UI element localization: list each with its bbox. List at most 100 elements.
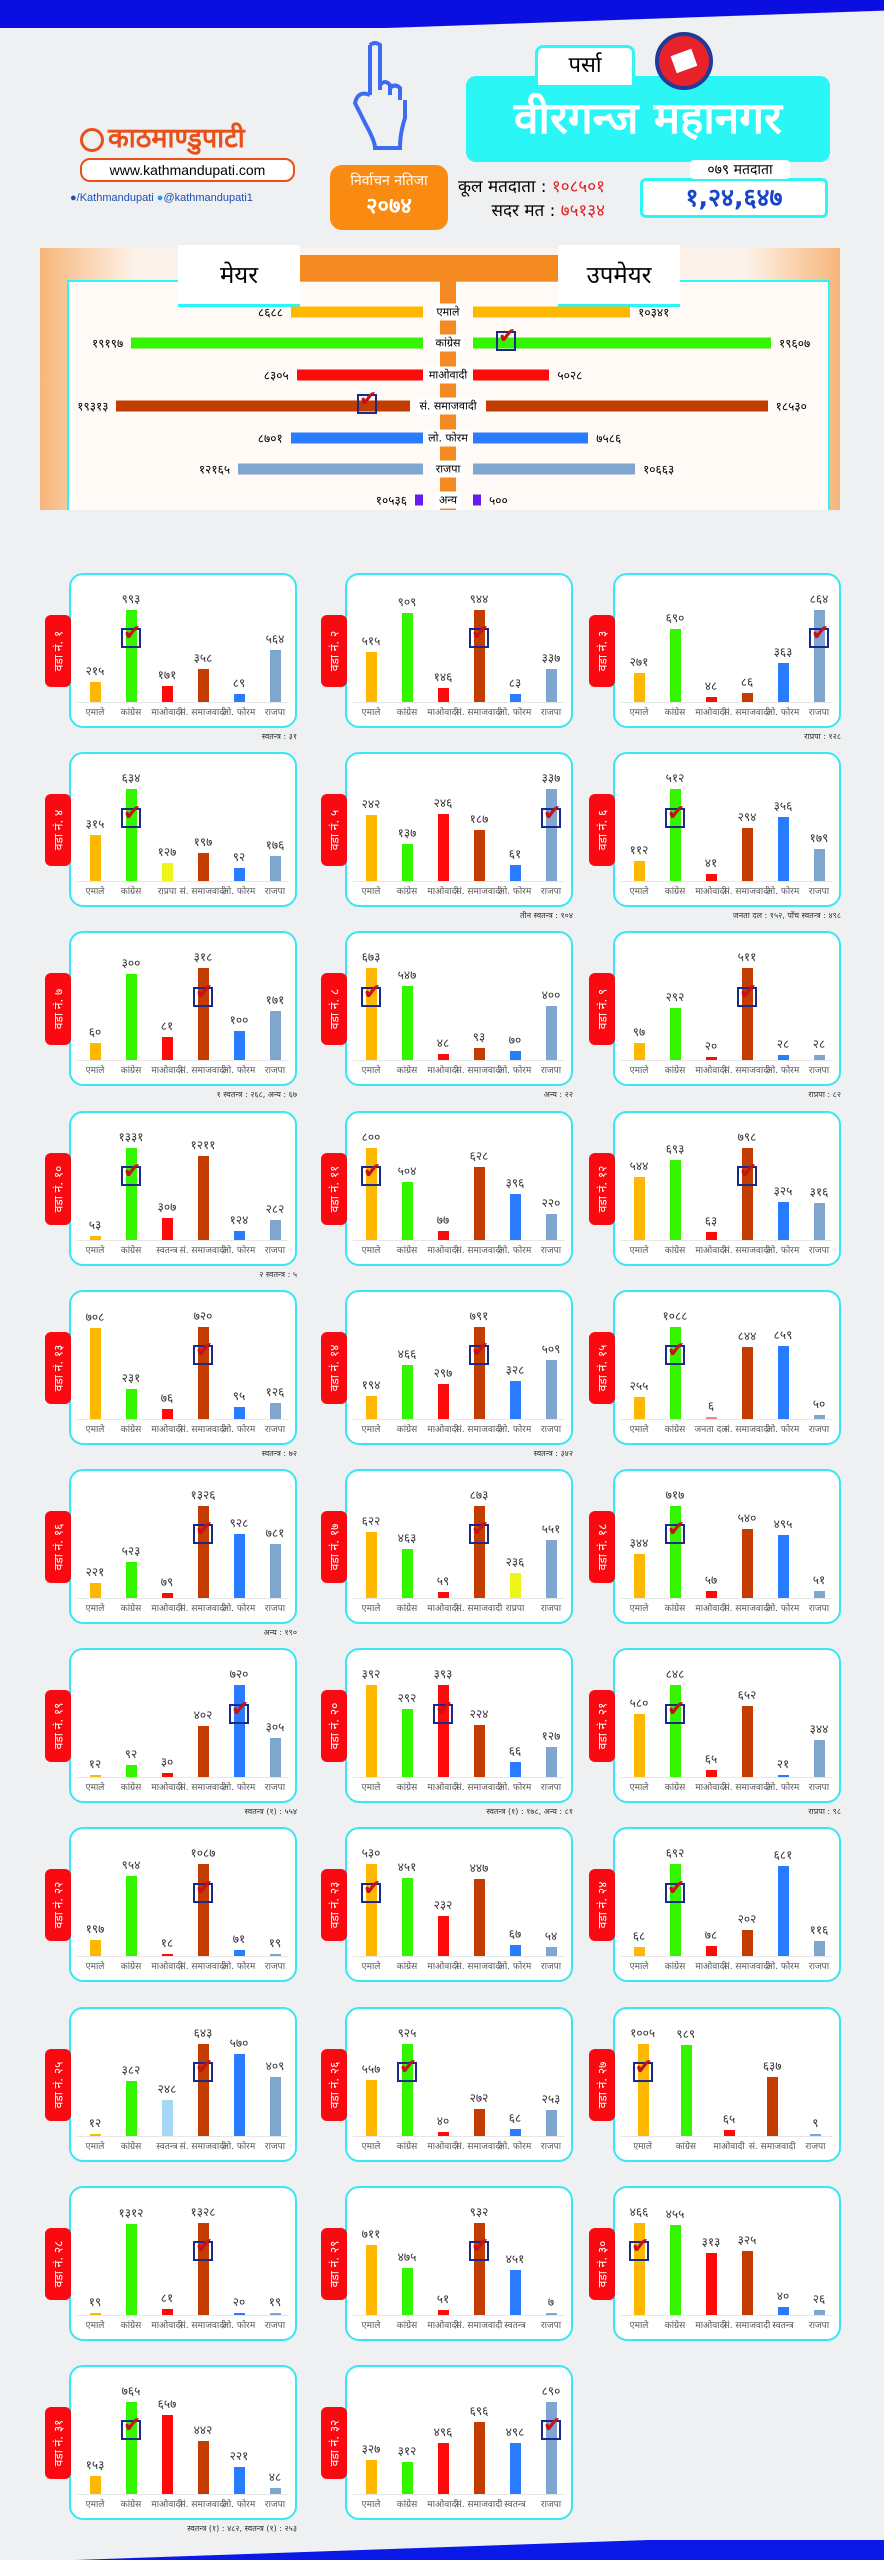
vote-bar[interactable] — [510, 864, 521, 882]
vote-bar[interactable] — [510, 1194, 521, 1240]
vote-bar[interactable] — [366, 1532, 377, 1598]
vote-bar[interactable] — [742, 1929, 753, 1957]
vote-bar[interactable] — [510, 2442, 521, 2494]
vote-bar[interactable] — [270, 1220, 281, 1240]
vote-bar[interactable] — [814, 1414, 825, 1419]
vote-bar[interactable] — [234, 693, 245, 702]
vote-bar[interactable] — [814, 1055, 825, 1061]
vote-bar[interactable] — [198, 1864, 209, 1957]
vote-bar[interactable] — [510, 2270, 521, 2315]
vote-bar[interactable] — [814, 1940, 825, 1957]
vote-bar[interactable] — [546, 2110, 557, 2136]
vote-bar[interactable] — [742, 2250, 753, 2315]
vote-bar[interactable] — [366, 1864, 377, 1957]
vote-bar[interactable] — [198, 968, 209, 1061]
vote-bar[interactable] — [670, 1864, 681, 1957]
vote-bar[interactable] — [438, 2442, 449, 2494]
vote-bar[interactable] — [90, 2312, 101, 2315]
vote-bar[interactable] — [162, 1773, 173, 1778]
brand-logo[interactable]: काठमाण्डुपाटी — [80, 118, 245, 155]
vote-bar[interactable] — [402, 2461, 413, 2494]
vote-bar[interactable] — [270, 1402, 281, 1419]
vote-bar[interactable] — [162, 686, 173, 702]
vote-bar[interactable] — [814, 1739, 825, 1778]
vote-bar[interactable] — [234, 867, 245, 882]
vote-bar[interactable] — [742, 828, 753, 882]
vote-bar[interactable] — [510, 693, 521, 702]
vote-bar[interactable] — [474, 1878, 485, 1957]
vote-bar[interactable] — [778, 817, 789, 882]
vote-bar[interactable] — [162, 862, 173, 882]
vote-bar[interactable] — [474, 830, 485, 882]
vote-bar[interactable] — [546, 2402, 557, 2494]
vote-bar[interactable] — [162, 1954, 173, 1957]
vote-bar[interactable] — [366, 1396, 377, 1419]
vote-bar[interactable] — [90, 1582, 101, 1598]
twitter-link[interactable]: @kathmandupati1 — [163, 192, 253, 204]
vote-bar[interactable] — [366, 1147, 377, 1240]
vote-bar[interactable] — [438, 1053, 449, 1061]
vote-bar[interactable] — [474, 610, 485, 702]
vote-bar[interactable] — [126, 610, 137, 702]
facebook-link[interactable]: /Kathmandupati — [76, 192, 154, 204]
vote-bar[interactable] — [234, 1231, 245, 1240]
vote-bar[interactable] — [126, 1765, 137, 1778]
vote-bar[interactable] — [162, 2309, 173, 2315]
vote-bar[interactable] — [670, 789, 681, 882]
vote-bar[interactable] — [234, 1950, 245, 1957]
vote-bar[interactable] — [198, 2043, 209, 2136]
vote-bar[interactable] — [634, 1553, 645, 1598]
vote-bar[interactable] — [126, 2223, 137, 2315]
vote-bar[interactable] — [438, 1685, 449, 1778]
vote-bar[interactable] — [366, 2244, 377, 2315]
vote-bar[interactable] — [634, 1714, 645, 1778]
vote-bar[interactable] — [198, 668, 209, 702]
vote-bar[interactable] — [778, 1346, 789, 1419]
vote-bar[interactable] — [634, 861, 645, 882]
vote-bar[interactable] — [474, 2422, 485, 2494]
vote-bar[interactable] — [402, 2267, 413, 2315]
vote-bar[interactable] — [198, 852, 209, 882]
vote-bar[interactable] — [366, 968, 377, 1061]
vote-bar[interactable] — [814, 849, 825, 882]
vote-bar[interactable] — [778, 2306, 789, 2315]
vote-bar[interactable] — [510, 2128, 521, 2136]
vote-bar[interactable] — [162, 1036, 173, 1061]
vote-bar[interactable] — [546, 1359, 557, 1419]
vote-bar[interactable] — [126, 1147, 137, 1240]
vote-bar[interactable] — [742, 1528, 753, 1598]
vote-bar[interactable] — [814, 1203, 825, 1240]
vote-bar[interactable] — [90, 1043, 101, 1061]
vote-bar[interactable] — [670, 1506, 681, 1598]
vote-bar[interactable] — [474, 1167, 485, 1240]
vote-bar[interactable] — [670, 1326, 681, 1419]
vote-bar[interactable] — [234, 2467, 245, 2494]
vote-bar[interactable] — [670, 1159, 681, 1240]
vote-bar[interactable] — [162, 1592, 173, 1598]
vote-bar[interactable] — [742, 692, 753, 702]
vote-bar[interactable] — [767, 2077, 779, 2136]
vote-bar[interactable] — [162, 1409, 173, 1419]
vote-bar[interactable] — [474, 2108, 485, 2136]
vote-bar[interactable] — [90, 2475, 101, 2494]
vote-bar[interactable] — [706, 1056, 717, 1061]
vote-bar[interactable] — [474, 1047, 485, 1061]
vote-bar[interactable] — [706, 1946, 717, 1957]
vote-bar[interactable] — [198, 2222, 209, 2315]
vote-bar[interactable] — [234, 1533, 245, 1598]
vote-bar[interactable] — [706, 1770, 717, 1778]
vote-bar[interactable] — [438, 814, 449, 882]
vote-bar[interactable] — [438, 1230, 449, 1240]
vote-bar[interactable] — [670, 1007, 681, 1061]
vote-bar[interactable] — [402, 985, 413, 1061]
vote-bar[interactable] — [706, 696, 717, 702]
vote-bar[interactable] — [366, 815, 377, 882]
vote-bar[interactable] — [510, 1050, 521, 1061]
vote-bar[interactable] — [778, 1534, 789, 1598]
vote-bar[interactable] — [546, 1539, 557, 1598]
vote-bar[interactable] — [634, 673, 645, 702]
vote-bar[interactable] — [90, 682, 101, 702]
vote-bar[interactable] — [234, 2312, 245, 2315]
vote-bar[interactable] — [778, 1774, 789, 1778]
vote-bar[interactable] — [198, 1155, 209, 1240]
